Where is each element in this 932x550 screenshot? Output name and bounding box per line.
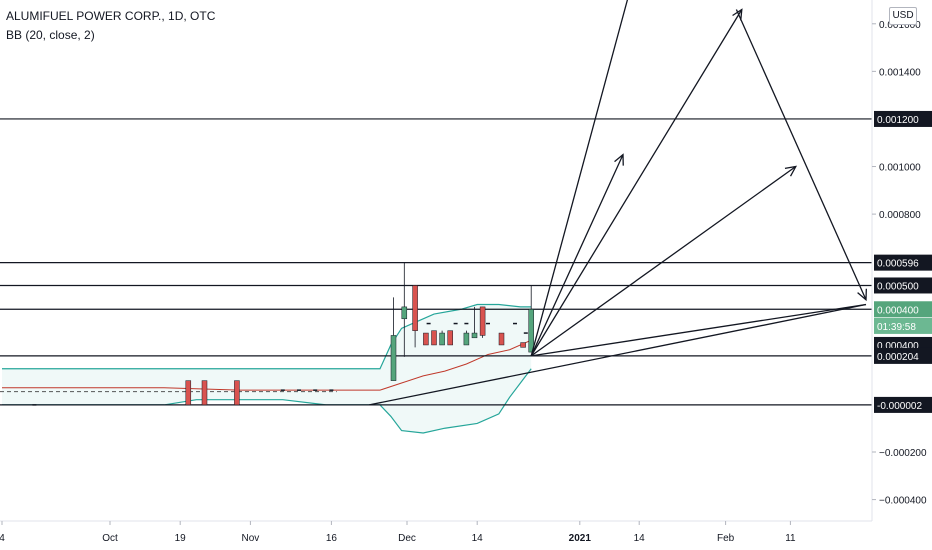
price-badge	[874, 254, 932, 271]
fan-ray-3[interactable]	[530, 166, 797, 357]
price-axis[interactable]: 0.001600 0.001400 0.001000 0.000800 −0.00020…	[871, 0, 927, 521]
price-badge	[874, 396, 932, 413]
price-badge-label: 0.000204	[877, 352, 919, 363]
time-tick-label: Nov	[242, 533, 260, 544]
price-badge-label: 0.000500	[877, 281, 919, 292]
horizontal-lines[interactable]	[0, 118, 872, 406]
candle-body	[463, 332, 470, 346]
candle-body	[390, 335, 397, 381]
price-tick-label: 0.001000	[879, 163, 921, 174]
candle-body	[479, 306, 486, 336]
price-badge	[874, 317, 932, 334]
time-axis[interactable]: 4 Oct 19 Nov 16 Dec 14 2021 14 Feb 11	[0, 520, 872, 544]
return-ray[interactable]	[735, 9, 867, 301]
candle-body	[498, 332, 505, 346]
candle-body	[185, 380, 192, 406]
candles	[32, 262, 534, 406]
price-badges: 0.001200 0.000596 0.000500 0.000400 01:39:58…	[874, 110, 932, 413]
fan-ray-1[interactable]	[530, 154, 624, 357]
candle-body	[412, 285, 418, 331]
price-badge-label: 0.000400	[877, 305, 919, 316]
price-tick-label: −0.000200	[879, 448, 927, 459]
price-tick-label: 0.000800	[879, 210, 921, 221]
time-tick-label: Dec	[398, 533, 416, 544]
candle-body	[234, 380, 240, 406]
price-badge	[874, 347, 932, 364]
price-badge	[874, 277, 932, 294]
price-badge-label: 0.001200	[877, 115, 919, 126]
bollinger-lower	[2, 368, 532, 434]
indicator-label[interactable]: BB (20, close, 2)	[6, 28, 95, 42]
price-tick-label: 0.001600	[879, 20, 921, 31]
trend-line-base[interactable]	[369, 303, 867, 406]
time-tick-label: 16	[326, 533, 338, 544]
time-tick-label: Feb	[717, 533, 735, 544]
candle-body	[447, 330, 453, 346]
candle-body	[520, 342, 526, 348]
bollinger-bands	[0, 303, 532, 434]
price-badge	[874, 301, 932, 318]
price-badge	[874, 110, 932, 127]
price-badge-label: 0.000400	[877, 341, 919, 352]
arrow-head	[857, 288, 867, 302]
time-tick-label: 19	[175, 533, 187, 544]
candle-body	[431, 330, 437, 346]
candle-body	[423, 332, 429, 346]
candle-body	[528, 309, 534, 353]
time-tick-label: 14	[472, 533, 484, 544]
price-tick-label: −0.000400	[879, 496, 927, 507]
time-tick-label: 4	[0, 533, 5, 544]
fan-ray-4[interactable]	[531, 303, 867, 357]
bollinger-upper	[2, 303, 532, 370]
price-badge-label: 0.000596	[877, 259, 919, 270]
arrow-head	[614, 153, 624, 166]
price-tick-label: 0.001400	[879, 67, 921, 78]
candle-body	[439, 332, 445, 346]
price-badge-label: 01:39:58	[877, 322, 916, 333]
currency-button[interactable]: USD	[889, 7, 917, 25]
fan-ray-steep[interactable]	[530, 0, 634, 357]
arrow-head	[784, 165, 798, 177]
time-tick-label: 2021	[569, 533, 592, 544]
time-tick-label: 11	[785, 533, 796, 544]
arrow-head	[732, 8, 743, 21]
candle-body	[201, 380, 208, 406]
time-tick-label: Oct	[102, 533, 118, 544]
price-badge-label: -0.000002	[877, 401, 922, 412]
chart-title: ALUMIFUEL POWER CORP., 1D, OTC	[6, 9, 216, 23]
trend-lines[interactable]	[369, 0, 867, 406]
time-tick-label: 14	[634, 533, 646, 544]
candle-body	[471, 332, 478, 339]
candle-body	[401, 306, 408, 320]
bollinger-basis	[2, 339, 532, 391]
fan-ray-2[interactable]	[530, 9, 743, 357]
